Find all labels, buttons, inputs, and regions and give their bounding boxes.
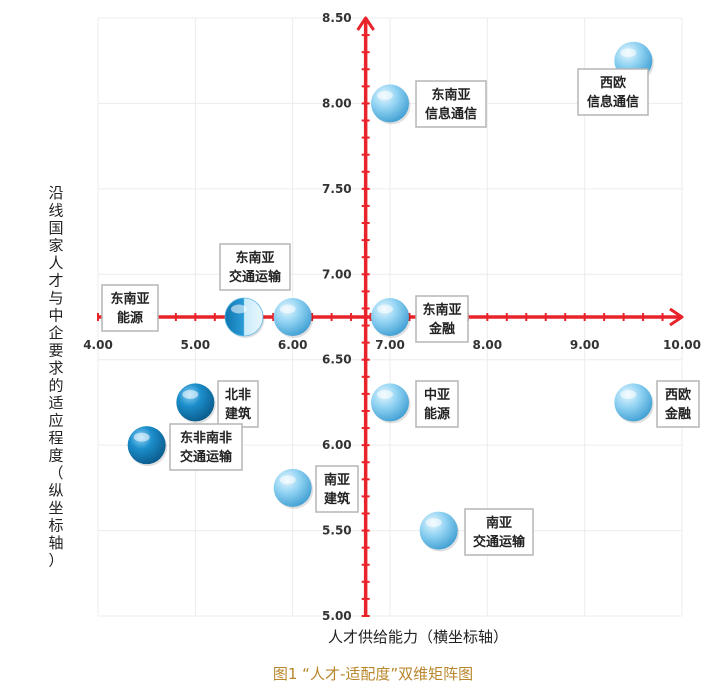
point-label-line: 南亚	[324, 472, 350, 488]
y-tick-label: 7.00	[322, 267, 352, 281]
point-label-line: 中亚	[424, 387, 450, 403]
data-point	[224, 297, 264, 337]
data-points	[127, 41, 654, 552]
point-label-box	[219, 243, 291, 291]
point-highlight	[182, 389, 199, 399]
data-point	[176, 383, 215, 422]
point-label-line: 能源	[117, 310, 143, 326]
point-label-line: 东南亚	[431, 87, 470, 103]
x-tick-label: 6.00	[278, 338, 308, 352]
y-tick-label: 7.50	[322, 182, 352, 196]
point-label-line: 能源	[424, 406, 450, 422]
point-label-line: 北非	[225, 387, 251, 403]
point-label-box	[656, 380, 700, 428]
titles: 人才供给能力（横坐标轴） 图1 “人才-适配度”双维矩阵图	[273, 628, 508, 683]
point-label-line: 金融	[664, 406, 691, 422]
point-highlight	[620, 389, 637, 399]
point-label-box	[315, 465, 359, 513]
point-highlight	[377, 90, 393, 100]
y-tick-label: 5.50	[322, 524, 352, 538]
data-point	[273, 298, 312, 336]
x-tick-label: 5.00	[181, 338, 211, 352]
x-tick-label: 8.00	[473, 338, 503, 352]
x-tick-label: 4.00	[83, 338, 113, 352]
point-label-box	[217, 380, 259, 428]
data-point	[614, 383, 653, 422]
point-label-line: 东非南非	[180, 430, 232, 446]
point-label-line: 东南亚	[422, 302, 461, 318]
point-label-line: 信息通信	[425, 106, 477, 122]
y-tick-label: 8.00	[322, 96, 352, 110]
point-label-line: 东南亚	[110, 291, 149, 307]
y-tick-label: 6.00	[322, 438, 352, 452]
data-point	[371, 383, 409, 422]
point-label-line: 建筑	[225, 406, 251, 422]
point-highlight	[231, 304, 247, 314]
data-point	[419, 511, 458, 550]
data-point	[127, 426, 166, 465]
point-label-line: 交通运输	[473, 534, 526, 550]
tick-labels: 4.00 5.00 6.00 7.00 8.00 9.00 10.00 5.00 5.50 6.0…	[48, 11, 700, 623]
point-label-box	[577, 68, 649, 116]
point-highlight	[425, 518, 442, 528]
x-tick-label: 9.00	[570, 338, 600, 352]
point-label-line: 南亚	[486, 515, 512, 531]
y-tick-label: 6.50	[322, 353, 352, 367]
point-label-box	[101, 284, 159, 332]
point-label-line: 金融	[428, 321, 455, 337]
data-point	[273, 468, 312, 507]
data-point	[371, 84, 409, 123]
point-label-line: 西欧	[665, 387, 691, 403]
point-label-box	[415, 80, 487, 128]
x-axis-title: 人才供给能力（横坐标轴）	[328, 628, 508, 646]
y-tick-label: 8.50	[322, 11, 352, 25]
point-highlight	[377, 304, 393, 314]
point-label-box	[464, 508, 534, 556]
point-highlight	[279, 304, 296, 314]
x-tick-label: 10.00	[663, 338, 701, 352]
figure-caption: 图1 “人才-适配度”双维矩阵图	[273, 665, 473, 683]
x-tick-label: 7.00	[375, 338, 405, 352]
point-highlight	[377, 389, 393, 399]
point-label-box	[169, 423, 243, 471]
point-label-line: 信息通信	[587, 94, 639, 110]
point-label-line: 东南亚	[235, 250, 274, 266]
point-highlight	[620, 48, 637, 58]
point-label-line: 交通运输	[180, 449, 233, 465]
point-label-box	[415, 380, 459, 428]
data-point	[371, 298, 409, 336]
y-tick-label: 5.00	[322, 609, 352, 623]
point-label-line: 建筑	[324, 491, 350, 507]
point-label-line: 交通运输	[229, 269, 282, 285]
point-highlight	[279, 475, 296, 485]
point-label-line: 西欧	[600, 75, 626, 91]
point-highlight	[133, 432, 150, 442]
point-labels: 西欧信息通信东南亚信息通信东南亚交通运输东南亚能源东南亚金融北非建筑中亚能源西欧…	[101, 68, 700, 556]
y-axis-arrow	[356, 16, 375, 31]
x-axis-arrow	[669, 307, 684, 327]
point-label-box	[415, 295, 469, 343]
y-axis-title: 沿线国家人才与中企要求的适应程度（纵坐标轴）	[48, 184, 63, 570]
